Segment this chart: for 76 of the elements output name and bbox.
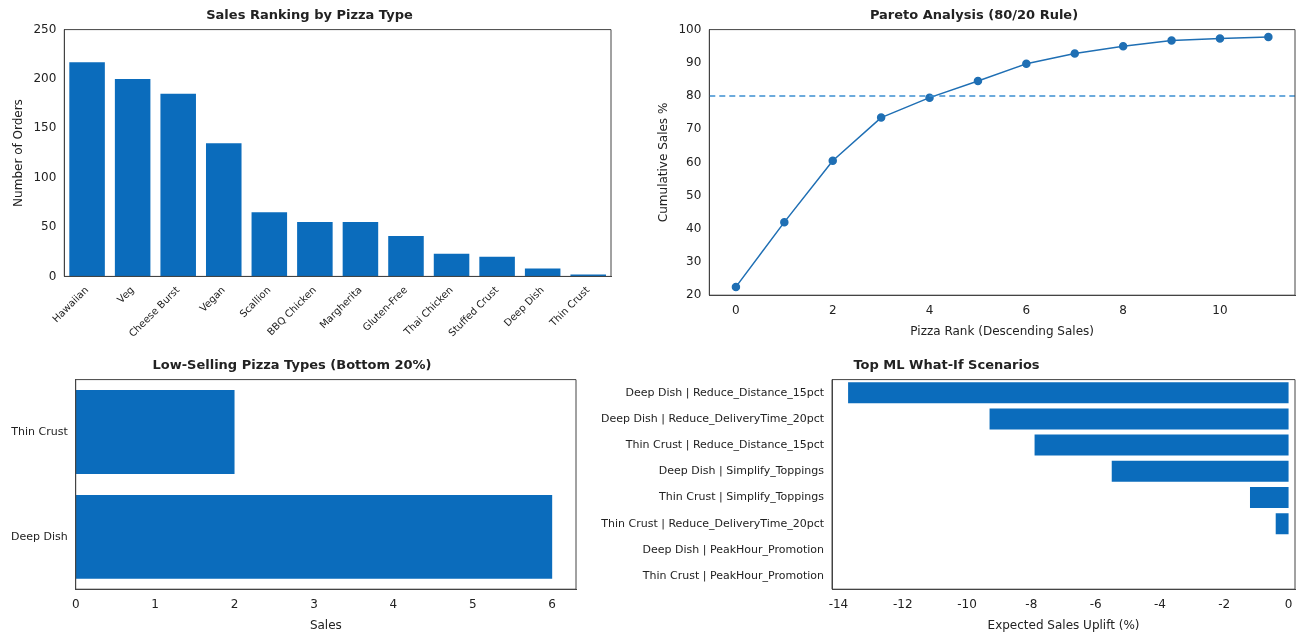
x-tick-label: -2 [1218, 596, 1231, 611]
y-tick-label: Thin Crust | PeakHour_Promotion [641, 568, 825, 582]
x-tick-label: 3 [310, 596, 318, 611]
x-axis-title: Sales [309, 617, 342, 632]
y-tick-label: Deep Dish | PeakHour_Promotion [642, 542, 825, 556]
point [828, 156, 837, 165]
y-tick-label: 50 [686, 187, 702, 202]
bar [205, 143, 242, 277]
y-tick-label: 90 [686, 54, 702, 69]
y-tick-label: 40 [686, 220, 702, 235]
x-tick-label: -4 [1153, 596, 1166, 611]
x-tick-label: Veg [114, 284, 136, 306]
x-tick-label: -6 [1089, 596, 1102, 611]
point [780, 217, 789, 227]
x-tick-label: 8 [1119, 302, 1127, 317]
y-tick-label: Deep Dish | Reduce_DeliveryTime_20pct [600, 411, 825, 425]
y-tick-label: 250 [33, 21, 57, 36]
y-tick-label: 50 [41, 219, 57, 234]
point [1167, 36, 1176, 45]
bar [160, 93, 196, 277]
y-tick-label: 150 [33, 120, 57, 135]
y-tick-label: 30 [686, 254, 702, 269]
point [876, 113, 886, 122]
point [1022, 59, 1031, 69]
x-tick-label: -12 [892, 596, 913, 611]
y-tick-label: 60 [686, 154, 702, 169]
x-tick-label: 10 [1212, 302, 1228, 317]
y-tick-label: Deep Dish | Simplify_Toppings [658, 464, 825, 478]
x-axis-title: Pizza Rank (Descending Sales) [910, 323, 1094, 338]
point [1118, 41, 1128, 51]
x-tick-label: 0 [71, 596, 80, 611]
y-tick-label: 100 [33, 169, 57, 184]
y-tick-label: Deep Dish [10, 529, 68, 543]
x-tick-label: 2 [828, 302, 837, 317]
y-tick-label: Thin Crust [10, 424, 69, 438]
chart-title: Sales Ranking by Pizza Type [206, 7, 413, 23]
y-tick-label: 20 [686, 287, 702, 302]
x-axis-title: Expected Sales Uplift (%) [987, 617, 1140, 632]
y-tick-label: Thin Crust | Simplify_Toppings [658, 490, 825, 504]
chart-title: Top ML What-If Scenarios [853, 357, 1040, 373]
bar [479, 256, 515, 277]
y-tick-label: 200 [33, 71, 57, 86]
x-tick-label: -10 [957, 596, 977, 611]
chart-title: Pareto Analysis (80/20 Rule) [869, 7, 1079, 23]
chart-title: Low-Selling Pizza Types (Bottom 20%) [152, 357, 432, 373]
x-tick-label: 4 [389, 596, 398, 611]
y-tick-label: 0 [48, 268, 57, 283]
bar [388, 235, 424, 277]
point [973, 76, 983, 86]
bar [114, 78, 151, 277]
x-tick-label: 1 [151, 596, 159, 611]
x-tick-label: 6 [548, 596, 556, 611]
bar [342, 222, 379, 277]
bar [251, 212, 288, 277]
x-tick-label: 5 [468, 596, 477, 611]
point [731, 282, 741, 292]
bar [297, 222, 333, 277]
y-tick-label: 80 [686, 88, 702, 103]
x-tick-label: 4 [925, 302, 934, 317]
x-tick-label: -14 [828, 596, 849, 611]
point [1264, 32, 1273, 42]
point [1070, 49, 1080, 58]
x-tick-label: 2 [230, 596, 239, 611]
y-axis-title: Cumulative Sales % [656, 102, 671, 223]
y-tick-label: Thin Crust | Reduce_Distance_15pct [624, 437, 825, 451]
bar [433, 253, 470, 277]
y-tick-label: 100 [678, 21, 702, 36]
y-tick-label: Thin Crust | Reduce_DeliveryTime_20pct [600, 516, 825, 530]
x-tick-label: 6 [1022, 302, 1031, 317]
point [1215, 34, 1225, 43]
x-tick-label: -8 [1025, 596, 1038, 611]
bar [69, 62, 105, 277]
y-tick-label: 70 [686, 121, 702, 136]
y-axis-title: Number of Orders [11, 99, 26, 207]
x-tick-label: 0 [1284, 596, 1293, 611]
y-tick-label: Deep Dish | Reduce_Distance_15pct [625, 385, 825, 399]
